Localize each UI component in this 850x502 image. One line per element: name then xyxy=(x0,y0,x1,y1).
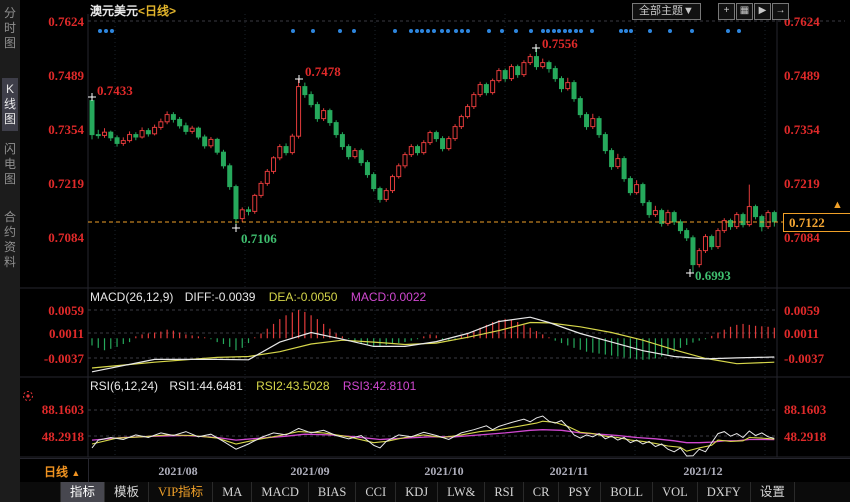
rsi2-value: RSI2:43.5028 xyxy=(256,379,330,393)
macd-axis-label: -0.0037 xyxy=(43,351,84,366)
macd-macd-value: MACD:0.0022 xyxy=(350,290,427,304)
indicator-toolbar: 指标 模板 VIP指标 MA MACD BIAS CCI KDJ LW& RSI… xyxy=(20,482,850,502)
symbol-name: 澳元美元 xyxy=(90,4,139,18)
toolbar-item-macd[interactable]: MACD xyxy=(252,482,309,502)
toolbar-item-cr[interactable]: CR xyxy=(524,482,560,502)
price-axis-label: 0.7219 xyxy=(48,176,84,191)
period-text: 日线 xyxy=(44,465,69,479)
price-annotation: 0.7478 xyxy=(305,64,341,79)
toolbar-item-boll[interactable]: BOLL xyxy=(601,482,654,502)
toolbar-item-bias[interactable]: BIAS xyxy=(309,482,357,502)
price-annotation: 0.7106 xyxy=(241,231,277,246)
toolbar-item-rsi[interactable]: RSI xyxy=(485,482,524,502)
toolbar-item-dxfy[interactable]: DXFY xyxy=(698,482,751,502)
price-axis-label: 0.7354 xyxy=(48,122,84,137)
date-axis-row: 日线 ▲ 2021/08 2021/09 2021/10 2021/11 202… xyxy=(20,458,850,483)
toolbar-item-settings[interactable]: 设置 xyxy=(751,482,795,502)
rsi-header: RSI(6,12,24) RSI1:44.6481 RSI2:43.5028 R… xyxy=(90,379,416,393)
macd-axis-label: 0.0011 xyxy=(48,326,84,341)
price-axis-label: 0.7624 xyxy=(48,14,84,29)
toolbar-item-vol[interactable]: VOL xyxy=(653,482,698,502)
rsi-axis-label: 88.1603 xyxy=(784,402,827,417)
divider xyxy=(88,459,89,482)
pan-icon[interactable]: + xyxy=(718,3,735,20)
toolbar-item-lw[interactable]: LW& xyxy=(438,482,486,502)
toolbar-item-ma[interactable]: MA xyxy=(213,482,253,502)
macd-axis-label: 0.0059 xyxy=(784,303,820,318)
price-axis-label: 0.7489 xyxy=(48,68,84,83)
sidebar-item-contract-info[interactable]: 合约资料 xyxy=(3,210,16,269)
price-axis-label: 0.7219 xyxy=(784,176,820,191)
macd-header: MACD(26,12,9) DIFF:-0.0039 DEA:-0.0050 M… xyxy=(90,290,426,304)
sidebar-item-kline[interactable]: K线图 xyxy=(2,78,18,131)
sidebar-item-timeshare[interactable]: 分时图 xyxy=(3,6,16,50)
x-axis-date: 2021/11 xyxy=(549,464,589,478)
macd-axis-label: -0.0037 xyxy=(784,351,825,366)
macd-dea-value: DEA:-0.0050 xyxy=(268,290,338,304)
period-tag: <日线> xyxy=(138,4,177,18)
toolbar-item-kdj[interactable]: KDJ xyxy=(396,482,439,502)
theme-dropdown-button[interactable]: 全部主题▼ xyxy=(632,3,701,20)
x-axis-date: 2021/12 xyxy=(683,464,723,478)
toolbar-item-indicator[interactable]: 指标 xyxy=(60,482,106,502)
price-axis-label: 0.7354 xyxy=(784,122,820,137)
rsi-axis-label: 48.2918 xyxy=(784,429,827,444)
price-annotation: 0.6993 xyxy=(695,268,731,283)
x-axis-date: 2021/08 xyxy=(158,464,198,478)
rsi-axis-label: 48.2918 xyxy=(41,429,84,444)
x-axis-date: 2021/10 xyxy=(424,464,464,478)
period-selector[interactable]: 日线 ▲ xyxy=(44,463,80,480)
grid-scale-icon[interactable]: ▦ xyxy=(736,3,753,20)
price-axis-label: 0.7624 xyxy=(784,14,820,29)
price-axis-label: 0.7489 xyxy=(784,68,820,83)
macd-axis-label: 0.0011 xyxy=(784,326,820,341)
toolbar-item-cci[interactable]: CCI xyxy=(356,482,397,502)
toolbar-item-psy[interactable]: PSY xyxy=(559,482,602,502)
play-chart-icon[interactable]: ▶ xyxy=(754,3,771,20)
toolbar-item-template[interactable]: 模板 xyxy=(105,482,150,502)
current-price-box: 0.7122 xyxy=(783,213,850,232)
x-axis-date: 2021/09 xyxy=(290,464,330,478)
sidebar-item-lightning[interactable]: 闪电图 xyxy=(3,142,16,186)
rsi-axis-label: 88.1603 xyxy=(41,402,84,417)
price-axis-label: 0.7084 xyxy=(784,230,820,245)
macd-axis-label: 0.0059 xyxy=(48,303,84,318)
rsi-params: RSI(6,12,24) xyxy=(90,379,159,393)
price-annotation: 0.7433 xyxy=(97,83,133,98)
price-axis-label: 0.7084 xyxy=(48,230,84,245)
left-sidebar: 分时图 K线图 闪电图 合约资料 xyxy=(0,0,20,502)
macd-diff-value: DIFF:-0.0039 xyxy=(184,290,256,304)
rsi3-value: RSI3:42.8101 xyxy=(342,379,417,393)
macd-params: MACD(26,12,9) xyxy=(90,290,174,304)
price-up-arrow-icon: ▲ xyxy=(832,199,843,211)
toolbar-item-vip-indicator[interactable]: VIP指标 xyxy=(149,482,214,502)
period-arrow-icon: ▲ xyxy=(71,468,81,478)
exit-icon[interactable]: → xyxy=(772,3,789,20)
chart-title: 澳元美元<日线> xyxy=(90,2,176,19)
price-annotation: 0.7556 xyxy=(542,36,578,51)
rsi1-value: RSI1:44.6481 xyxy=(169,379,243,393)
